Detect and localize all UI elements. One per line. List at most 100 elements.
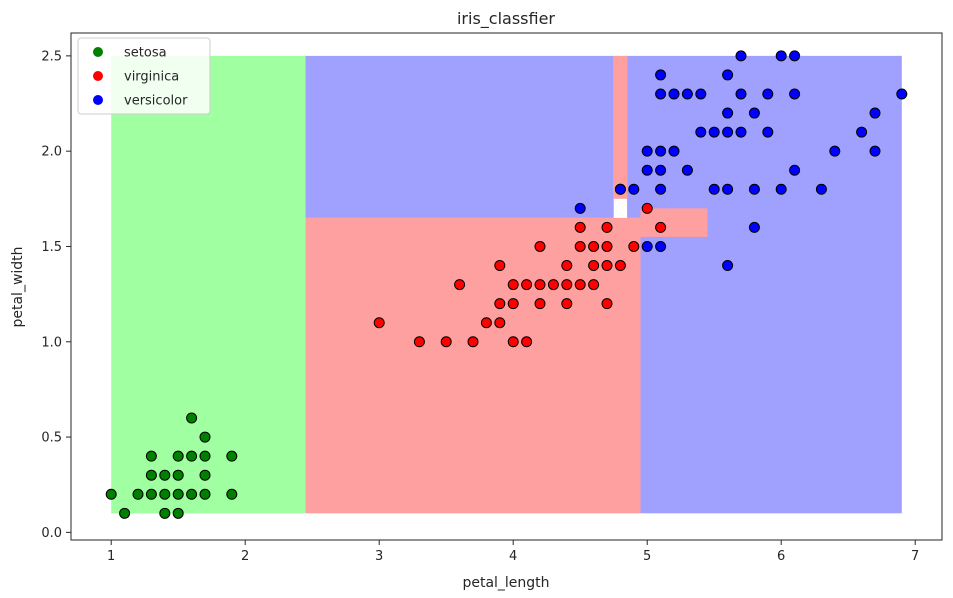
point-virginica-25 bbox=[588, 260, 600, 272]
point-virginica-9 bbox=[507, 336, 519, 348]
point-virginica-17 bbox=[547, 279, 559, 291]
legend-label-setosa: setosa bbox=[124, 46, 167, 61]
point-virginica-14 bbox=[534, 298, 546, 310]
point-setosa-8 bbox=[159, 469, 171, 481]
point-versicolor-6 bbox=[655, 240, 667, 252]
point-virginica-34 bbox=[641, 202, 653, 214]
legend-marker-setosa bbox=[93, 47, 103, 57]
point-versicolor-41 bbox=[869, 145, 881, 157]
point-setosa-0 bbox=[105, 488, 117, 500]
point-virginica-22 bbox=[574, 240, 586, 252]
point-virginica-35 bbox=[655, 221, 667, 233]
legend-box bbox=[77, 37, 211, 115]
point-setosa-15 bbox=[186, 412, 198, 424]
point-setosa-10 bbox=[172, 488, 184, 500]
point-virginica-4 bbox=[467, 336, 479, 348]
point-setosa-12 bbox=[172, 450, 184, 462]
point-versicolor-9 bbox=[655, 145, 667, 157]
point-versicolor-40 bbox=[856, 126, 868, 138]
point-virginica-0 bbox=[373, 317, 385, 329]
region-virginica-1 bbox=[305, 217, 641, 514]
point-virginica-24 bbox=[588, 279, 600, 291]
point-versicolor-23 bbox=[722, 107, 734, 119]
point-setosa-16 bbox=[199, 488, 211, 500]
point-setosa-11 bbox=[172, 469, 184, 481]
point-virginica-2 bbox=[440, 336, 452, 348]
point-versicolor-11 bbox=[655, 69, 667, 81]
point-virginica-5 bbox=[480, 317, 492, 329]
y-tick-label-2: 1.0 bbox=[41, 335, 62, 350]
y-tick-label-3: 1.5 bbox=[41, 240, 62, 255]
x-axis: 1 2 3 4 5 6 7 bbox=[107, 540, 919, 564]
point-virginica-7 bbox=[494, 298, 506, 310]
point-versicolor-39 bbox=[829, 145, 841, 157]
point-versicolor-7 bbox=[655, 183, 667, 195]
legend-label-versicolor: versicolor bbox=[124, 94, 188, 109]
point-versicolor-15 bbox=[681, 88, 693, 100]
point-virginica-20 bbox=[561, 260, 573, 272]
point-virginica-18 bbox=[561, 298, 573, 310]
legend-marker-virginica bbox=[93, 71, 103, 81]
point-versicolor-5 bbox=[641, 145, 653, 157]
point-versicolor-27 bbox=[735, 50, 747, 62]
point-setosa-19 bbox=[199, 431, 211, 443]
region-versicolor-2 bbox=[305, 55, 614, 218]
x-tick-label-5: 6 bbox=[777, 549, 785, 564]
x-tick-label-4: 5 bbox=[643, 549, 651, 564]
point-setosa-14 bbox=[186, 450, 198, 462]
point-versicolor-22 bbox=[722, 126, 734, 138]
point-virginica-30 bbox=[601, 221, 613, 233]
point-versicolor-4 bbox=[641, 164, 653, 176]
y-tick-label-5: 2.5 bbox=[41, 49, 62, 64]
point-setosa-1 bbox=[119, 507, 131, 519]
point-versicolor-24 bbox=[722, 69, 734, 81]
point-versicolor-36 bbox=[789, 88, 801, 100]
decision-regions bbox=[111, 55, 902, 514]
point-setosa-17 bbox=[199, 469, 211, 481]
x-tick-label-1: 2 bbox=[241, 549, 249, 564]
point-versicolor-35 bbox=[789, 164, 801, 176]
scatter-points bbox=[105, 50, 908, 519]
point-virginica-29 bbox=[601, 240, 613, 252]
point-versicolor-43 bbox=[896, 88, 908, 100]
region-virginica-6 bbox=[640, 208, 708, 237]
point-virginica-8 bbox=[494, 260, 506, 272]
x-tick-label-2: 3 bbox=[375, 549, 383, 564]
point-versicolor-20 bbox=[722, 260, 734, 272]
point-versicolor-14 bbox=[681, 164, 693, 176]
point-virginica-27 bbox=[601, 298, 613, 310]
y-tick-label-1: 0.5 bbox=[41, 431, 62, 446]
point-virginica-13 bbox=[521, 279, 533, 291]
point-versicolor-8 bbox=[655, 164, 667, 176]
point-virginica-31 bbox=[614, 260, 626, 272]
x-axis-label: petal_length bbox=[462, 575, 549, 591]
legend: setosa virginica versicolor bbox=[77, 37, 211, 115]
point-versicolor-12 bbox=[668, 145, 680, 157]
x-tick-label-0: 1 bbox=[107, 549, 115, 564]
point-versicolor-16 bbox=[695, 126, 707, 138]
x-tick-label-3: 4 bbox=[509, 549, 517, 564]
point-versicolor-32 bbox=[762, 88, 774, 100]
point-setosa-20 bbox=[226, 488, 238, 500]
point-versicolor-3 bbox=[641, 240, 653, 252]
point-setosa-21 bbox=[226, 450, 238, 462]
point-versicolor-18 bbox=[708, 183, 720, 195]
point-virginica-3 bbox=[454, 279, 466, 291]
point-versicolor-42 bbox=[869, 107, 881, 119]
point-virginica-6 bbox=[494, 317, 506, 329]
legend-marker-versicolor bbox=[93, 95, 103, 105]
point-versicolor-31 bbox=[762, 126, 774, 138]
point-virginica-33 bbox=[628, 240, 640, 252]
point-versicolor-21 bbox=[722, 183, 734, 195]
point-versicolor-29 bbox=[748, 183, 760, 195]
point-versicolor-10 bbox=[655, 88, 667, 100]
y-axis: 0.0 0.5 1.0 1.5 2.0 2.5 bbox=[41, 49, 71, 541]
point-setosa-13 bbox=[186, 488, 198, 500]
region-versicolor-5 bbox=[640, 55, 902, 514]
point-virginica-12 bbox=[521, 336, 533, 348]
plot-frame bbox=[70, 32, 943, 541]
point-setosa-6 bbox=[159, 507, 171, 519]
point-versicolor-1 bbox=[614, 183, 626, 195]
point-setosa-5 bbox=[145, 450, 157, 462]
point-versicolor-28 bbox=[748, 221, 760, 233]
